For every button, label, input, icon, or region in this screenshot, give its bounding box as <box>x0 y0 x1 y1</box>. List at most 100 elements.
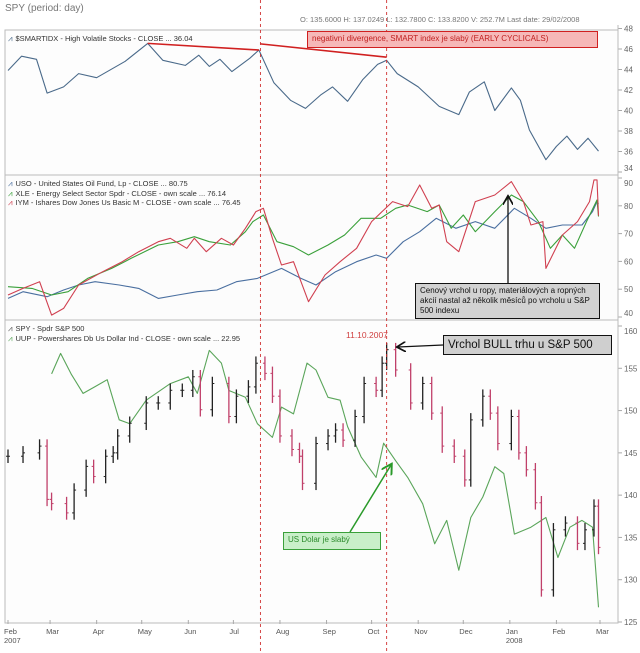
line-series-icon: ⩘ <box>8 34 13 43</box>
y-tick-label: 145 <box>624 449 638 458</box>
y-tick-label: 40 <box>624 309 633 318</box>
spy-bar <box>440 406 445 453</box>
bull-peak-annotation: Vrchol BULL trhu u S&P 500 <box>443 335 612 355</box>
x-tick-label: Aug <box>276 627 289 636</box>
legend-label: USO - United States Oil Fund, Lp - CLOSE… <box>15 179 188 188</box>
legend-item-spy: ⩘ SPY - Spdr S&P 500 <box>8 324 240 334</box>
spy-bar <box>596 499 601 555</box>
x-tick-label: Mar <box>596 627 609 636</box>
spy-bar <box>64 496 69 520</box>
y-tick-label: 46 <box>624 45 633 54</box>
spy-bar <box>262 356 267 381</box>
spy-bar <box>380 356 385 398</box>
line-series-icon: ⩘ <box>8 333 13 343</box>
spy-bar <box>495 406 500 451</box>
spy-bar <box>341 423 346 447</box>
spy-bar <box>103 449 108 484</box>
y-tick-label: 160 <box>624 327 638 336</box>
spy-bar <box>429 376 434 420</box>
x-tick-year: 2007 <box>4 636 21 645</box>
x-tick-label: Mar <box>46 627 59 636</box>
chart-title: SPY (period: day) <box>5 3 84 14</box>
y-tick-label: 36 <box>624 148 633 157</box>
spy-bar <box>289 429 294 457</box>
spy-bar <box>21 446 26 464</box>
spy-bar <box>408 363 413 410</box>
spy-bar <box>452 439 457 464</box>
x-tick-label: Dec <box>459 627 473 636</box>
x-tick-year: 2008 <box>506 636 523 645</box>
x-tick-label: May <box>138 627 152 636</box>
spy-bar <box>533 463 538 510</box>
spy-bar <box>226 376 231 424</box>
spy-bar <box>49 492 54 511</box>
y-tick-label: 135 <box>624 533 638 542</box>
spy-bar <box>246 380 251 403</box>
spy-bar <box>374 376 379 398</box>
spy-bar <box>91 459 96 484</box>
spy-bar <box>111 446 116 464</box>
panel-3-frame <box>4 319 619 624</box>
y-tick-label: 150 <box>624 407 638 416</box>
x-tick-label: Feb <box>4 627 17 636</box>
usd-weak-annotation: US Dolar je slabý <box>283 532 381 550</box>
spy-bar <box>300 449 305 491</box>
spy-bar <box>72 483 77 520</box>
y-tick-label: 130 <box>624 576 638 585</box>
xle-line <box>7 194 600 296</box>
spy-bar <box>45 439 50 507</box>
y-tick-label: 40 <box>624 107 633 116</box>
spy-bar <box>115 429 120 460</box>
spy-bar <box>210 376 215 417</box>
uso-line <box>7 201 599 299</box>
legend-label: IYM - Ishares Dow Jones Us Basic M - CLO… <box>15 198 241 207</box>
uup-line <box>51 349 600 608</box>
spy-bar <box>462 449 467 487</box>
spy-bar <box>362 376 367 424</box>
y-tick-label: 38 <box>624 127 633 136</box>
y-tick-label: 155 <box>624 364 638 373</box>
legend-label: UUP - Powershares Db Us Dollar Ind - CLO… <box>15 333 241 343</box>
spy-bar <box>333 423 338 443</box>
x-tick-label: Apr <box>93 627 105 636</box>
spy-bar <box>420 376 425 410</box>
legend-panel-2: ⩘ USO - United States Oil Fund, Lp - CLOS… <box>8 179 241 208</box>
x-tick-label: Sep <box>323 627 336 636</box>
spy-bar <box>253 356 258 394</box>
spy-bar <box>168 383 173 410</box>
legend-panel-3: ⩘ SPY - Spdr S&P 500 ⩘ UUP - Powershares D… <box>8 324 240 343</box>
y-tick-label: 90 <box>624 179 633 188</box>
y-tick-label: 48 <box>624 25 633 34</box>
spy-bar <box>6 449 10 464</box>
line-series-icon: ⩘ <box>8 198 13 207</box>
legend-label: SPY - Spdr S&P 500 <box>15 324 85 333</box>
spy-bar <box>190 369 195 398</box>
spy-bar <box>277 389 282 443</box>
spy-bar <box>234 389 239 424</box>
smartidx-line <box>7 42 599 161</box>
bar-series-icon: ⩘ <box>8 324 13 333</box>
commodity-peak-annotation: Cenový vrchol u ropy, materiálových a ro… <box>415 283 600 319</box>
legend-panel-1: ⩘ $SMARTIDX - High Volatile Stocks - CLOS… <box>8 34 193 44</box>
legend-item-smartidx: ⩘ $SMARTIDX - High Volatile Stocks - CLOS… <box>8 34 193 44</box>
y-tick-label: 60 <box>624 257 633 266</box>
spy-bar <box>326 429 331 451</box>
divergence-trendline <box>260 43 387 58</box>
bull-peak-arrow <box>398 345 444 347</box>
legend-label: XLE - Energy Select Sector Spdr - CLOSE … <box>15 188 227 198</box>
spy-bar <box>127 416 132 443</box>
y-tick-label: 80 <box>624 202 633 211</box>
spy-bar <box>591 499 596 537</box>
spy-bar <box>314 436 319 491</box>
spy-bar <box>156 396 161 410</box>
y-tick-label: 34 <box>624 164 633 173</box>
spy-bar <box>198 369 203 417</box>
peak-date-label: 11.10.2007 <box>346 330 388 340</box>
spy-bar <box>353 409 358 447</box>
y-tick-label: 50 <box>624 285 633 294</box>
line-series-icon: ⩘ <box>8 179 13 188</box>
y-tick-label: 125 <box>624 618 638 627</box>
spy-bar <box>468 413 473 487</box>
divergence-annotation: negativní divergence, SMART index je sla… <box>307 31 598 48</box>
